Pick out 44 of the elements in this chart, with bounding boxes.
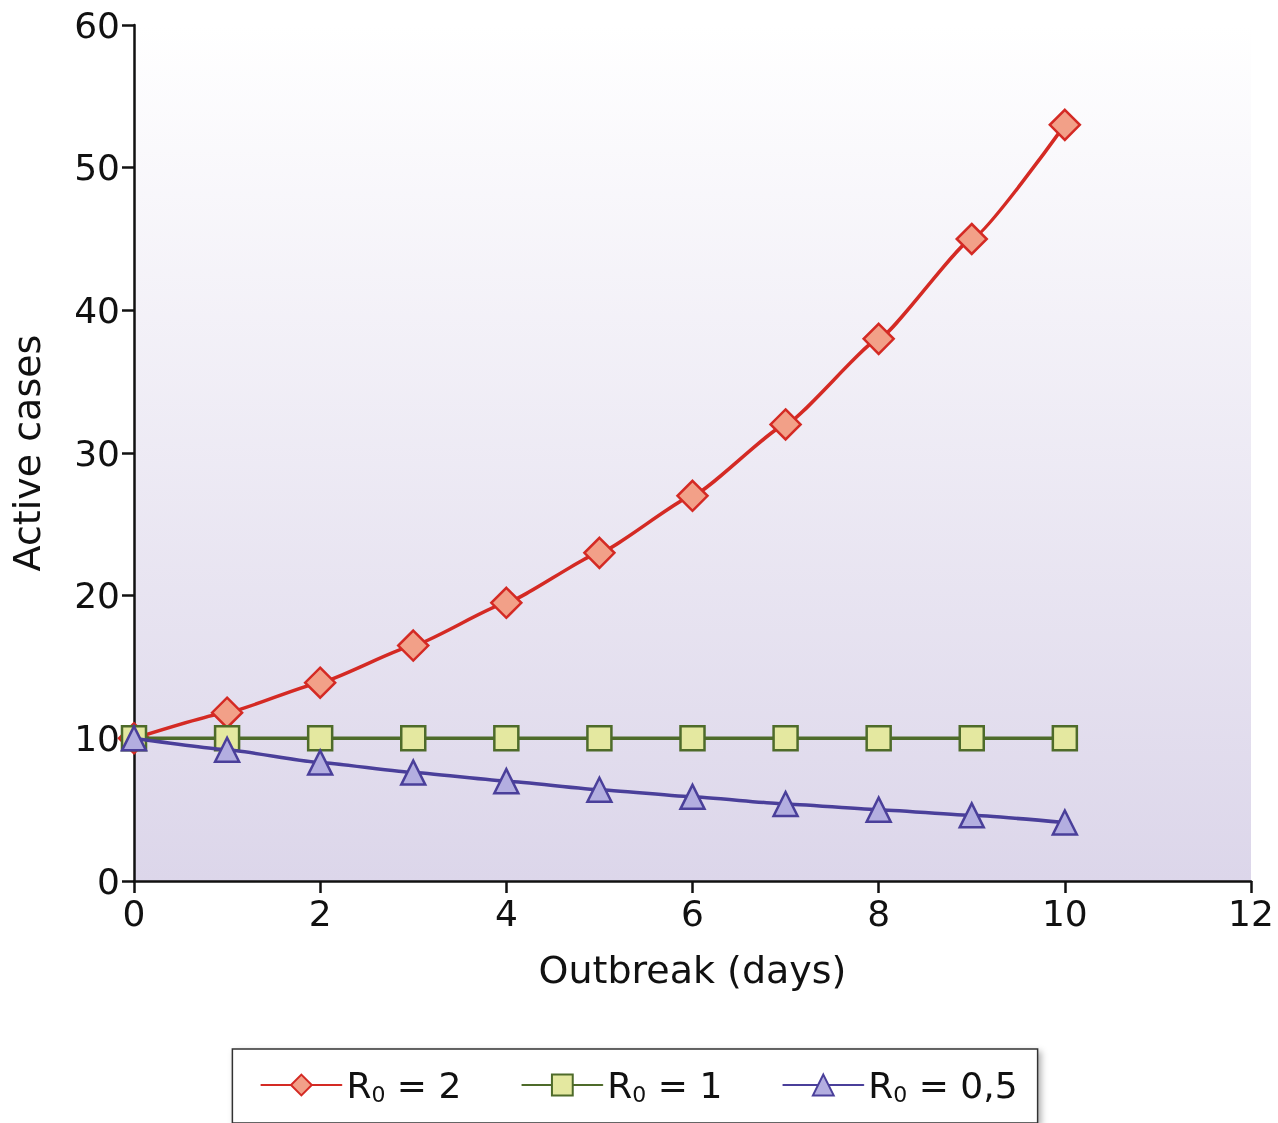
point <box>772 790 799 818</box>
point <box>493 767 520 795</box>
y-axis-title: Active cases <box>5 334 49 572</box>
y-tick-label: 0 <box>97 860 120 902</box>
point <box>958 725 985 752</box>
point <box>586 725 613 752</box>
point <box>1051 725 1079 752</box>
point <box>1051 809 1079 836</box>
point <box>769 408 802 441</box>
point <box>676 479 709 513</box>
x-tick-label: 2 <box>308 892 332 934</box>
point <box>400 725 427 752</box>
y-tick-label: 40 <box>74 289 120 331</box>
point <box>955 222 988 256</box>
y-tick-label: 50 <box>74 147 120 189</box>
point <box>679 783 706 811</box>
point <box>303 666 337 699</box>
point <box>213 736 241 763</box>
point <box>862 322 895 356</box>
x-tick-label: 6 <box>681 892 704 934</box>
x-tick-label: 12 <box>1228 892 1274 934</box>
point <box>586 776 613 803</box>
point <box>865 725 892 752</box>
point <box>865 796 892 823</box>
x-axis-title: Outbreak (days) <box>538 948 847 992</box>
point <box>490 586 523 620</box>
x-tick-label: 4 <box>494 892 518 934</box>
point <box>306 749 334 776</box>
y-tick-label: 60 <box>74 4 120 46</box>
point <box>1048 108 1082 142</box>
point <box>679 725 706 752</box>
point <box>397 629 430 662</box>
point <box>493 725 520 752</box>
point <box>583 536 616 570</box>
point <box>772 725 799 752</box>
x-tick-label: 10 <box>1041 892 1088 934</box>
point <box>306 725 334 752</box>
point <box>400 759 427 786</box>
x-tick-label: 8 <box>867 892 891 934</box>
x-tick-label: 0 <box>122 892 146 934</box>
y-tick-label: 20 <box>74 575 120 617</box>
point <box>958 802 985 829</box>
y-tick-label: 10 <box>74 717 120 759</box>
y-tick-label: 30 <box>74 432 120 474</box>
